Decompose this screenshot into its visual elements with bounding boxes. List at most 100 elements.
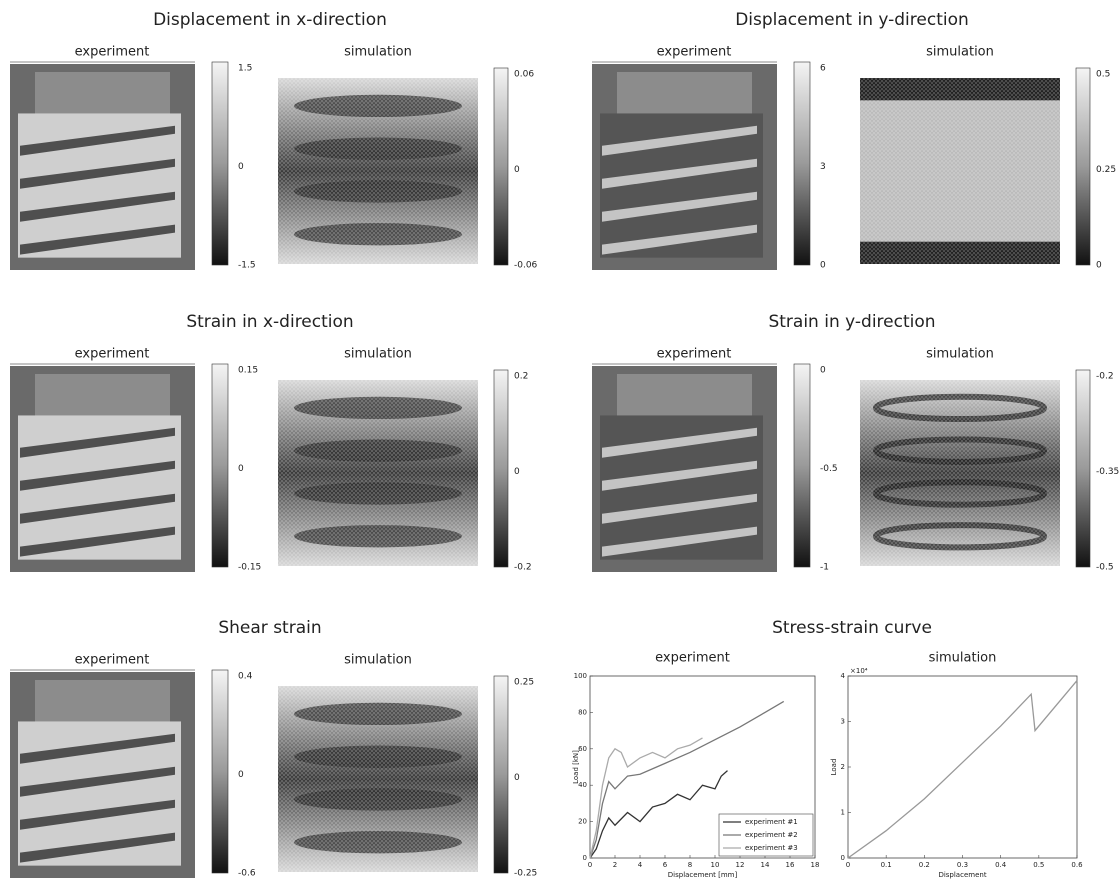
line [589, 770, 728, 859]
y-tick-label: 1 [841, 809, 845, 817]
colorbar [493, 369, 509, 568]
band [20, 224, 175, 255]
image-top [617, 374, 752, 420]
band [20, 766, 175, 797]
colorbar-label: 0 [238, 464, 244, 474]
colorbar-label: -1.5 [238, 261, 256, 271]
simulation-image [860, 78, 1060, 264]
colorbar-label: -0.6 [238, 869, 256, 879]
band [20, 158, 175, 189]
band [20, 493, 175, 524]
legend-label: experiment #3 [745, 844, 798, 852]
colorbar [493, 675, 509, 874]
x-tick-label: 16 [786, 861, 795, 869]
band [20, 191, 175, 222]
mesh [278, 78, 478, 264]
x-tick-label: 0.3 [957, 861, 968, 869]
colorbar-label: 0.4 [238, 672, 253, 682]
x-tick-label: 0 [846, 861, 850, 869]
band [602, 493, 757, 524]
y-tick-label: 100 [574, 672, 587, 680]
band [602, 158, 757, 189]
panel-title: Shear strain [218, 618, 321, 638]
x-tick-label: 0.6 [1071, 861, 1083, 869]
band [20, 832, 175, 863]
band [20, 427, 175, 458]
simulation-image [278, 380, 478, 566]
mesh [860, 380, 1060, 566]
colorbar-label: 0.2 [514, 372, 528, 382]
band [602, 460, 757, 491]
colorbar-label: 6 [820, 64, 826, 74]
legend-label: experiment #2 [745, 831, 798, 839]
experiment-image [592, 366, 777, 572]
simulation-label: simulation [926, 45, 994, 60]
image-top [35, 72, 170, 118]
colorbar-label: -0.15 [238, 563, 261, 573]
experiment-image [10, 672, 195, 878]
simulation-image [860, 380, 1060, 566]
colorbar-label: 0 [514, 467, 520, 477]
x-tick-label: 0.1 [881, 861, 892, 869]
band [602, 526, 757, 557]
simulation-label: simulation [344, 653, 412, 668]
colorbar-label: 0.25 [1096, 165, 1116, 175]
y-multiplier: ×10⁴ [850, 667, 868, 675]
experiment-image [10, 64, 195, 270]
colorbar-label: -0.35 [1096, 467, 1119, 477]
x-axis-label: Displacement [938, 871, 986, 879]
band [20, 799, 175, 830]
y-tick-label: 4 [841, 672, 846, 680]
mesh [860, 78, 1060, 264]
colorbar-label: -0.2 [514, 563, 532, 573]
colorbar-label: 0 [1096, 261, 1102, 271]
panel-title: Strain in y-direction [768, 312, 935, 332]
x-tick-label: 6 [663, 861, 668, 869]
simulation-label: simulation [926, 347, 994, 362]
mesh [278, 380, 478, 566]
y-tick-label: 3 [841, 718, 845, 726]
colorbar-label: 0.25 [514, 678, 534, 688]
plot-area [847, 675, 1078, 859]
y-tick-label: 0 [841, 854, 845, 862]
colorbar-label: 0.5 [1096, 70, 1110, 80]
colorbar-label: 0 [514, 773, 520, 783]
panel-title: Strain in x-direction [186, 312, 353, 332]
band [602, 125, 757, 156]
x-tick-label: 0.4 [995, 861, 1007, 869]
colorbar-label: 0.06 [514, 70, 534, 80]
simulation-label: simulation [344, 347, 412, 362]
colorbar-label: 0.15 [238, 366, 258, 376]
colorbar-label: 1.5 [238, 64, 252, 74]
band [20, 733, 175, 764]
experiment-image [592, 64, 777, 270]
colorbar [1075, 369, 1091, 568]
panel-title: Displacement in y-direction [735, 10, 969, 30]
y-axis-label: Load [830, 759, 838, 776]
x-tick-label: 14 [761, 861, 770, 869]
colorbar-label: 0 [820, 261, 826, 271]
y-tick-label: 80 [578, 708, 587, 716]
y-tick-label: 20 [578, 818, 587, 826]
image-top [617, 72, 752, 118]
band [602, 224, 757, 255]
colorbar [211, 669, 229, 874]
colorbar-label: -0.25 [514, 869, 537, 879]
colorbar-label: -0.06 [514, 261, 538, 271]
colorbar-label: 0 [238, 162, 244, 172]
simulation-image [278, 78, 478, 264]
x-tick-label: 8 [688, 861, 692, 869]
colorbar [793, 61, 811, 266]
experiment-label: experiment [75, 347, 150, 362]
x-tick-label: 12 [736, 861, 745, 869]
chart-subtitle: experiment [655, 651, 730, 666]
colorbar-label: 0 [238, 770, 244, 780]
y-axis-label: Load [kN] [572, 750, 580, 784]
panel-title: Stress-strain curve [772, 618, 932, 638]
colorbar-label: -0.5 [820, 464, 838, 474]
x-tick-label: 10 [711, 861, 720, 869]
band [20, 526, 175, 557]
x-tick-label: 4 [638, 861, 643, 869]
experiment-label: experiment [75, 45, 150, 60]
